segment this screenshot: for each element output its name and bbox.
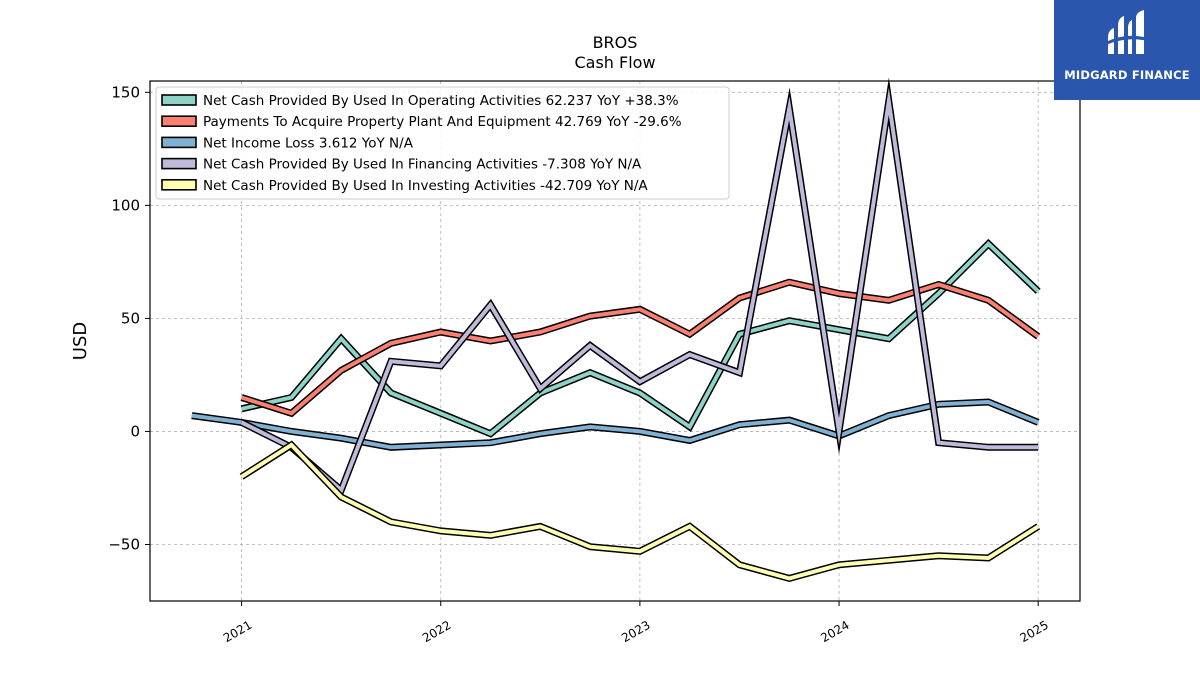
series-1 [240,278,1041,418]
y-tick-label: 100 [111,196,140,214]
y-axis-label: USD [70,322,91,360]
logo-text: MIDGARD FINANCE [1064,68,1190,82]
x-tick-label: 2023 [619,618,652,645]
legend-entry: Payments To Acquire Property Plant And E… [203,114,682,130]
legend-entry: Net Cash Provided By Used In Financing A… [203,157,642,173]
series-4 [239,440,1041,583]
legend-box [155,86,730,200]
series-line [240,87,1039,494]
series-2 [191,398,1040,451]
legend-entry: Net Cash Provided By Used In Operating A… [203,93,679,109]
y-tick-label: 150 [111,83,140,101]
legend-swatch [161,157,197,170]
x-tick-label: 2025 [1017,618,1050,645]
legend: Net Cash Provided By Used In Operating A… [155,86,730,200]
x-tick-label: 2021 [221,618,254,645]
series-0 [240,238,1041,438]
plot-frame [149,80,1081,602]
y-tick-label: 50 [121,309,140,327]
midgard-finance-logo: MIDGARD FINANCE [1054,0,1200,100]
y-tick-label: −50 [108,535,140,553]
y-tick-label: 0 [130,422,140,440]
legend-swatch [161,136,197,149]
chart-subtitle: Cash Flow [574,53,655,72]
x-tick-label: 2024 [818,618,851,645]
legend-entry: Net Cash Provided By Used In Investing A… [203,178,648,194]
chart-title: BROS [593,33,638,52]
midgard-logo-icon [1106,10,1148,54]
series-3 [240,77,1039,497]
series-line [241,241,1040,437]
legend-swatch [161,115,197,127]
legend-entry: Net Income Loss 3.612 YoY N/A [203,135,414,151]
series-line [191,399,1039,450]
legend-swatch [161,94,197,106]
series-line [240,442,1040,581]
series-line [240,280,1040,416]
x-tick-label: 2022 [420,618,453,645]
legend-swatch [161,179,197,191]
series-layer [191,77,1041,583]
